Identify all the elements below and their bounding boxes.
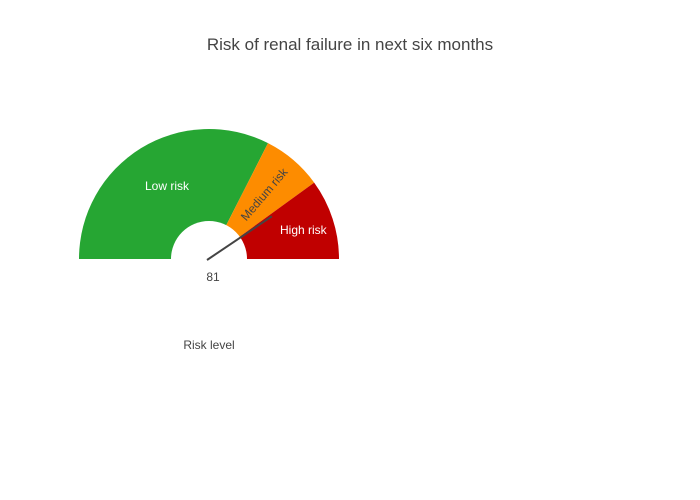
gauge-segment-label: Low risk <box>145 179 190 193</box>
x-axis-label: Risk level <box>183 338 234 352</box>
gauge-segment-label: High risk <box>280 223 328 237</box>
gauge-value-label: 81 <box>206 270 220 284</box>
chart-title: Risk of renal failure in next six months <box>207 35 493 54</box>
gauge-needle <box>206 215 273 261</box>
gauge-segment-medium-risk <box>209 143 315 259</box>
